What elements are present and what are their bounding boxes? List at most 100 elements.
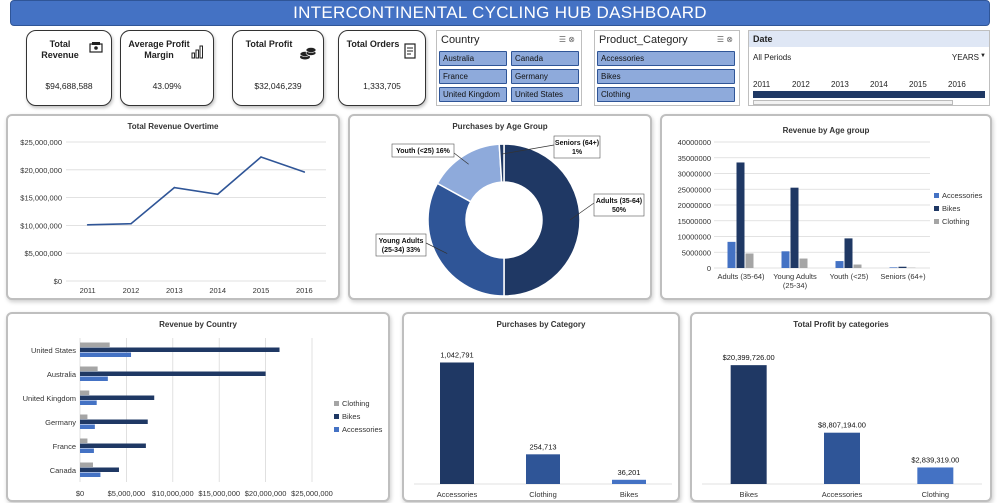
chart-title: Purchases by Age Group bbox=[452, 122, 548, 131]
x-tick-label: Clothing bbox=[529, 490, 557, 499]
x-tick-label: Bikes bbox=[739, 490, 758, 499]
slicer-clear-filter-icon[interactable]: ☰ ⊗ bbox=[716, 35, 733, 44]
chevron-down-icon[interactable]: ▼ bbox=[980, 53, 986, 59]
bar bbox=[736, 162, 745, 268]
data-label: 50% bbox=[612, 207, 627, 214]
data-label: $20,399,726.00 bbox=[723, 353, 775, 362]
bar bbox=[440, 362, 474, 484]
kpi-label: Total Revenue bbox=[41, 39, 79, 60]
kpi-value: 1,333,705 bbox=[363, 81, 401, 91]
data-label: 254,713 bbox=[529, 442, 556, 451]
bar bbox=[853, 264, 862, 268]
purchases-category-chart: 1,042,791 Accessories 254,713 Clothing 36,20… bbox=[414, 350, 672, 499]
data-label-box bbox=[375, 233, 427, 257]
kpi-total-orders: Total Orders 1,333,705 bbox=[338, 30, 426, 106]
y-tick-label: 30000000 bbox=[678, 170, 711, 179]
data-label-box bbox=[391, 143, 455, 158]
slicer-item-clothing[interactable]: Clothing bbox=[597, 87, 735, 102]
revenue-age-chart: 0 5000000 10000000 15000000 20000000 25000000… bbox=[678, 138, 983, 290]
x-tick-label: 2015 bbox=[253, 286, 270, 295]
slicer-item-australia[interactable]: Australia bbox=[439, 51, 507, 66]
x-tick-label: 2011 bbox=[80, 286, 96, 295]
y-tick-label: $15,000,000 bbox=[20, 194, 62, 203]
slicer-clear-filter-icon[interactable]: ☰ ⊗ bbox=[558, 35, 575, 44]
panel-purchases-category: Purchases by Category 1,042,791 Accessori… bbox=[402, 312, 680, 502]
slicer-item-united-states[interactable]: United States bbox=[511, 87, 579, 102]
bar bbox=[526, 454, 560, 484]
y-tick-label: $0 bbox=[54, 277, 62, 286]
bar bbox=[80, 448, 94, 453]
x-tick-label: $5,000,000 bbox=[108, 489, 146, 498]
x-tick-label: Youth (<25) bbox=[830, 272, 869, 281]
timeline-year[interactable]: 2011 bbox=[753, 80, 771, 89]
bar bbox=[824, 432, 860, 484]
date-timeline: Date All Periods YEARS ▼ 2011 2012 2013 … bbox=[748, 30, 990, 106]
leader-line bbox=[453, 152, 469, 165]
panel-revenue-age: Revenue by Age group 0 5000000 10000000 150… bbox=[660, 114, 992, 300]
category-slicer: Product_Category ☰ ⊗ Accessories Bikes C… bbox=[594, 30, 740, 106]
data-label: Seniors (64+) bbox=[555, 140, 599, 147]
timeline-year[interactable]: 2012 bbox=[792, 80, 810, 89]
bar bbox=[917, 467, 954, 484]
timeline-year[interactable]: 2014 bbox=[870, 80, 888, 89]
y-tick-label: United Kingdom bbox=[23, 394, 76, 403]
bar bbox=[80, 467, 119, 472]
kpi-value: $94,688,588 bbox=[45, 81, 93, 91]
y-tick-label: $10,000,000 bbox=[20, 221, 62, 230]
bar bbox=[799, 258, 808, 268]
bar bbox=[80, 424, 95, 429]
slicer-item-accessories[interactable]: Accessories bbox=[597, 51, 735, 66]
data-label: $8,807,194.00 bbox=[818, 421, 866, 430]
y-tick-label: France bbox=[53, 442, 76, 451]
timeline-level-selector[interactable]: YEARS bbox=[951, 53, 979, 62]
x-tick-label: Accessories bbox=[437, 490, 478, 499]
timeline-scrollbar[interactable] bbox=[753, 100, 953, 105]
data-point bbox=[260, 156, 262, 158]
chart-title: Revenue by Country bbox=[159, 320, 237, 329]
bar bbox=[80, 472, 101, 477]
slicer-item-canada[interactable]: Canada bbox=[511, 51, 579, 66]
chart-title: Purchases by Category bbox=[496, 320, 586, 329]
revenue-line bbox=[87, 156, 305, 226]
donut-slice bbox=[498, 143, 505, 183]
revenue-overtime-chart: $0 $5,000,000 $10,000,000 $15,000,000 $20,00… bbox=[20, 138, 326, 295]
legend-label: Accessories bbox=[342, 425, 383, 434]
slicer-item-bikes[interactable]: Bikes bbox=[597, 69, 735, 84]
bar bbox=[844, 238, 853, 268]
y-tick-label: Australia bbox=[47, 370, 77, 379]
x-tick-label: Seniors (64+) bbox=[880, 272, 926, 281]
revenue-country-chart: $0 $5,000,000 $10,000,000 $15,000,000 $20,00… bbox=[23, 338, 383, 498]
slicer-item-france[interactable]: France bbox=[439, 69, 507, 84]
legend-swatch bbox=[334, 427, 339, 432]
bar bbox=[80, 462, 93, 467]
bar bbox=[80, 342, 110, 347]
x-tick-label: 2016 bbox=[296, 286, 313, 295]
coins-icon bbox=[299, 47, 317, 60]
money-icon bbox=[89, 42, 103, 53]
x-tick-label: $10,000,000 bbox=[152, 489, 194, 498]
slicer-title: Date bbox=[753, 34, 773, 44]
chart-title: Total Profit by categories bbox=[793, 320, 889, 329]
timeline-year[interactable]: 2015 bbox=[909, 80, 927, 89]
y-tick-label: 35000000 bbox=[678, 154, 711, 163]
data-label: 36,201 bbox=[618, 468, 641, 477]
timeline-bar[interactable] bbox=[753, 91, 985, 98]
bar bbox=[889, 267, 898, 268]
legend-label: Clothing bbox=[942, 217, 970, 226]
slicer-item-united-kingdom[interactable]: United Kingdom bbox=[439, 87, 507, 102]
slicer-item-germany[interactable]: Germany bbox=[511, 69, 579, 84]
bar bbox=[80, 400, 97, 405]
panel-revenue-country: Revenue by Country $0 $5,000,000 $10,000,0… bbox=[6, 312, 390, 502]
bar bbox=[835, 261, 844, 268]
leader-line bbox=[425, 242, 448, 254]
data-label: $2,839,319.00 bbox=[911, 455, 959, 464]
timeline-year[interactable]: 2013 bbox=[831, 80, 849, 89]
timeline-header bbox=[749, 31, 989, 47]
x-tick-label: Young Adults bbox=[773, 272, 817, 281]
timeline-year[interactable]: 2016 bbox=[948, 80, 966, 89]
kpi-value: 43.09% bbox=[152, 81, 182, 91]
y-tick-label: $20,000,000 bbox=[20, 166, 62, 175]
x-tick-label: $25,000,000 bbox=[291, 489, 333, 498]
data-label: Adults (35-64) bbox=[596, 198, 642, 205]
panel-purchases-age: Purchases by Age Group Adults (35-64) 50%… bbox=[348, 114, 652, 300]
